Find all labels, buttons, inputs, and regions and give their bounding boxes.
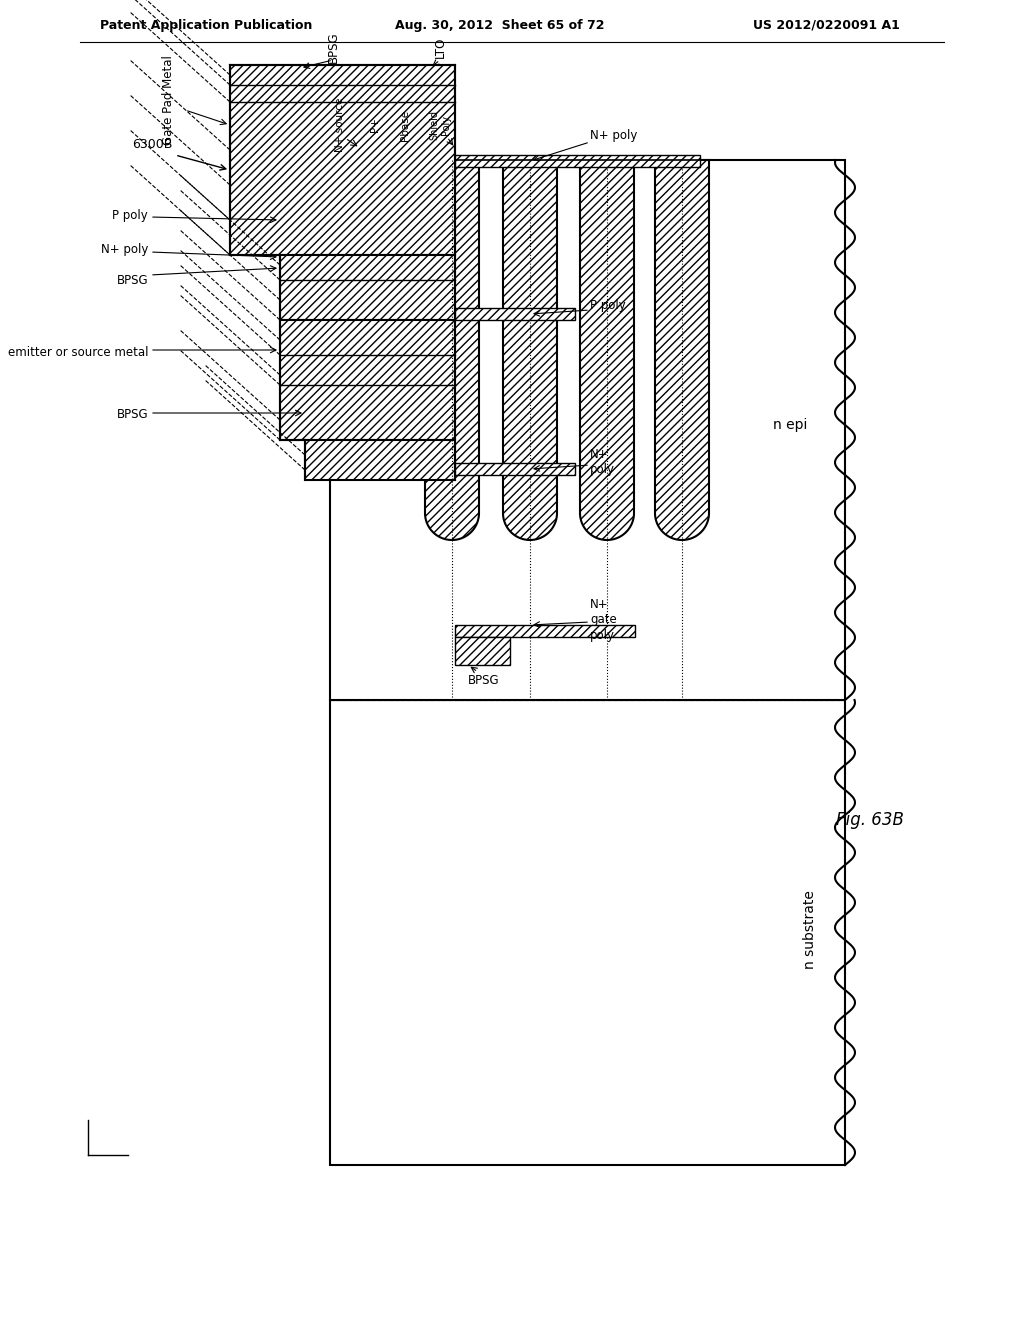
- Text: US 2012/0220091 A1: US 2012/0220091 A1: [753, 18, 900, 32]
- Polygon shape: [655, 160, 709, 540]
- Text: LTO: LTO: [433, 37, 446, 58]
- Bar: [455, 624, 635, 638]
- Polygon shape: [503, 160, 557, 540]
- Text: n epi: n epi: [773, 418, 807, 432]
- Bar: [280, 319, 455, 440]
- Bar: [330, 700, 845, 1166]
- Bar: [330, 160, 845, 700]
- Text: 6300B: 6300B: [132, 139, 172, 152]
- Text: N+ source: N+ source: [335, 98, 345, 152]
- Text: n substrate: n substrate: [803, 891, 817, 969]
- Bar: [280, 255, 455, 319]
- Polygon shape: [425, 160, 479, 540]
- Text: N+
poly: N+ poly: [590, 447, 615, 477]
- Text: BPSG: BPSG: [117, 408, 148, 421]
- Text: P poly: P poly: [590, 298, 626, 312]
- Text: BPSG: BPSG: [468, 673, 500, 686]
- Text: emitter or source metal: emitter or source metal: [7, 346, 148, 359]
- Text: Fig. 63B: Fig. 63B: [836, 810, 904, 829]
- Text: P poly: P poly: [113, 209, 148, 222]
- Bar: [455, 308, 575, 319]
- Bar: [455, 463, 575, 475]
- Text: Shield
Poly: Shield Poly: [429, 110, 451, 140]
- Text: Gate Pad Metal: Gate Pad Metal: [162, 55, 174, 145]
- Bar: [230, 65, 455, 255]
- Polygon shape: [580, 160, 634, 540]
- Text: Patent Application Publication: Patent Application Publication: [100, 18, 312, 32]
- Text: N+
gate
poly: N+ gate poly: [590, 598, 616, 642]
- Bar: [455, 638, 510, 665]
- Text: Pbase: Pbase: [400, 110, 410, 140]
- Text: Aug. 30, 2012  Sheet 65 of 72: Aug. 30, 2012 Sheet 65 of 72: [395, 18, 605, 32]
- Text: BPSG: BPSG: [327, 32, 340, 63]
- Bar: [455, 154, 700, 168]
- Text: N+ poly: N+ poly: [590, 128, 637, 141]
- Text: P+: P+: [370, 117, 380, 132]
- Text: BPSG: BPSG: [117, 273, 148, 286]
- Bar: [305, 440, 455, 480]
- Text: N+ poly: N+ poly: [100, 243, 148, 256]
